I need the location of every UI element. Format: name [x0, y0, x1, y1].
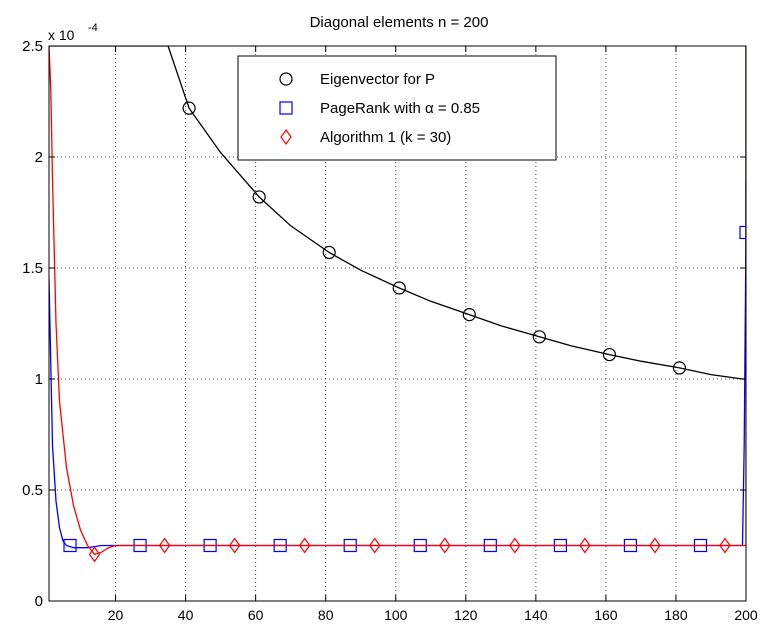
series-1-marker — [532, 330, 546, 344]
series-layer — [49, 46, 746, 563]
legend-box — [237, 55, 557, 161]
series-1-marker — [182, 101, 196, 115]
x-tick-label: 180 — [664, 607, 688, 623]
legend-label-2: PageRank with α = 0.85 — [320, 100, 480, 117]
series-3-line — [49, 46, 746, 556]
y-scale-exponent: -4 — [88, 22, 98, 34]
chart-title: Diagonal elements n = 200 — [310, 14, 489, 31]
series-1 — [49, 46, 746, 380]
series-1-marker — [392, 281, 406, 295]
series-3-marker — [228, 537, 241, 554]
y-scale-exponent-label: x 10 -4 — [48, 22, 98, 43]
series-1-line — [49, 46, 746, 380]
series-3-marker — [368, 537, 381, 554]
series-1-marker — [252, 190, 266, 204]
series-1-marker — [322, 245, 336, 260]
series-3-marker — [649, 537, 661, 554]
y-scale-prefix: x 10 — [48, 27, 75, 43]
x-tick-label: 20 — [108, 607, 124, 623]
x-tick-label: 140 — [524, 607, 548, 623]
series-1-marker — [602, 347, 617, 362]
x-tick-label: 60 — [248, 607, 264, 623]
y-tick-label: 1 — [35, 371, 43, 388]
series-1-marker — [462, 308, 476, 322]
y-tick-label: 0 — [35, 593, 43, 610]
y-tick-label: 2.5 — [22, 38, 43, 55]
axes-layer: 20 40 60 80 100 120 140 160 180 200 0 0.5 1 1.5 2 2.5 — [22, 38, 758, 623]
x-tick-label: 120 — [454, 607, 478, 623]
legend-marker-2 — [279, 101, 293, 115]
y-tick-label: 0.5 — [22, 482, 43, 499]
series-3-marker — [509, 537, 521, 554]
series-3-marker — [579, 537, 591, 554]
series-2-marker — [739, 225, 746, 240]
x-tick-label: 160 — [594, 607, 618, 623]
legend-label-1: Eigenvector for P — [320, 71, 435, 88]
x-tick-label: 200 — [734, 607, 758, 623]
axes-box — [48, 45, 747, 602]
series-3-marker — [88, 546, 101, 563]
legend: Eigenvector for P PageRank with α = 0.85 A… — [237, 55, 557, 161]
x-tick-label: 80 — [318, 607, 334, 623]
series-3-marker — [719, 537, 731, 554]
legend-marker-3 — [280, 128, 292, 146]
series-3-marker — [158, 537, 171, 554]
legend-marker-1 — [279, 72, 293, 86]
y-tick-label: 2 — [35, 149, 43, 166]
x-tick-label: 40 — [178, 607, 194, 623]
y-tick-label: 1.5 — [22, 260, 43, 277]
series-3-marker — [439, 537, 451, 554]
series-1-marker — [672, 361, 687, 375]
series-3 — [49, 46, 746, 563]
x-tick-label: 100 — [384, 607, 408, 623]
legend-label-3: Algorithm 1 (k = 30) — [320, 129, 451, 146]
series-3-marker — [298, 537, 311, 554]
series-2-marker — [63, 538, 77, 553]
